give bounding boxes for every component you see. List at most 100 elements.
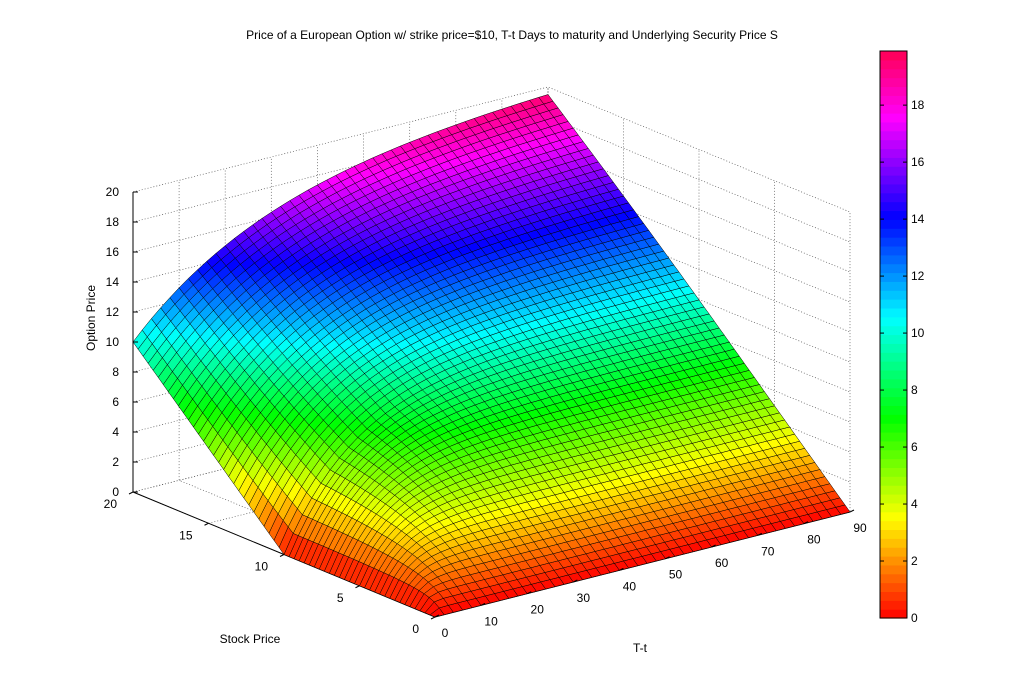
y-tick-mark (128, 491, 134, 495)
colorbar-tick-label: 4 (911, 497, 918, 511)
y-tick-label: 20 (104, 497, 118, 511)
z-grid-line (132, 86, 851, 213)
z-tick-label: 14 (106, 275, 120, 289)
colorbar-segment (880, 423, 907, 433)
colorbar-tick-label: 6 (911, 440, 918, 454)
colorbar-frame (879, 50, 908, 619)
colorbar-segment (880, 316, 907, 327)
colorbar-segment (880, 254, 907, 265)
z-grid-line (132, 176, 851, 303)
colorbar-segment (880, 166, 907, 176)
colorbar-tick-label: 0 (911, 611, 918, 625)
z-grid-line (132, 116, 851, 243)
colorbar-tick-label: 12 (911, 269, 925, 283)
colorbar-segment (880, 511, 907, 522)
x-tick-mark (434, 614, 440, 618)
x-tick-mark (711, 544, 716, 548)
x-tick-mark (757, 532, 763, 536)
colorbar-segment (880, 449, 907, 460)
colorbar-segment (880, 228, 907, 238)
colorbar-segment (880, 95, 907, 105)
x-tick-label: 10 (484, 614, 498, 628)
z-tick-label: 0 (112, 485, 119, 499)
colorbar-segment (880, 263, 907, 274)
colorbar-segment (880, 352, 907, 362)
colorbar-segment (880, 387, 907, 398)
colorbar-segment (880, 325, 907, 336)
colorbar-segment (880, 121, 907, 132)
colorbar-segment (880, 502, 907, 513)
y-tick-mark (279, 554, 285, 557)
x-tick-label: 20 (531, 603, 545, 617)
colorbar-segment (880, 440, 907, 451)
colorbar-segment (880, 378, 907, 389)
colorbar-segment (880, 157, 907, 167)
colorbar-segment (880, 281, 907, 291)
colorbar-tick-label: 18 (911, 98, 925, 112)
colorbar-segment (880, 130, 907, 141)
colorbar-segment (880, 609, 907, 619)
colorbar-tick-label: 8 (911, 383, 918, 397)
colorbar-segment (880, 538, 907, 548)
colorbar-segment (880, 139, 907, 150)
colorbar-tick-label: 2 (911, 554, 918, 568)
colorbar-segment (880, 431, 907, 442)
colorbar-segment (880, 272, 907, 282)
x-axis-label: T-t (633, 641, 648, 655)
colorbar-segment (880, 192, 907, 203)
colorbar-segment (880, 219, 907, 229)
colorbar-segment (880, 343, 907, 353)
colorbar-segment (880, 51, 907, 61)
colorbar: 0 2 4 6 8 10 12 14 16 18 (879, 50, 925, 625)
z-tick-label: 6 (112, 395, 119, 409)
y-tick-mark (355, 585, 360, 589)
colorbar-segment (880, 104, 907, 114)
colorbar-segment (880, 183, 907, 194)
colorbar-segment (880, 493, 907, 504)
colorbar-segment (880, 520, 907, 531)
colorbar-segment (880, 600, 907, 610)
colorbar-segment (880, 476, 907, 486)
colorbar-segment (880, 361, 907, 371)
surface (132, 94, 851, 618)
colorbar-segment (880, 59, 907, 70)
colorbar-segment (880, 564, 907, 575)
colorbar-segment (880, 369, 907, 380)
x-tick-mark (573, 579, 578, 583)
colorbar-segment (880, 458, 907, 468)
colorbar-segment (880, 307, 907, 318)
x-tick-label: 80 (807, 533, 821, 547)
colorbar-segment (880, 290, 907, 300)
colorbar-segment (880, 237, 907, 247)
z-tick-label: 4 (112, 425, 119, 439)
z-tick-label: 20 (106, 185, 120, 199)
colorbar-segment (880, 86, 907, 96)
x-tick-mark (526, 591, 532, 595)
colorbar-segment (880, 485, 907, 495)
x-tick-mark (803, 521, 809, 525)
colorbar-segment (880, 405, 907, 415)
colorbar-segment (880, 467, 907, 477)
z-tick-label: 10 (106, 335, 120, 349)
colorbar-segment (880, 299, 907, 309)
colorbar-segment (880, 547, 907, 557)
colorbar-segment (880, 77, 907, 88)
z-grid-line (132, 206, 851, 333)
z-grid-line (132, 266, 851, 393)
colorbar-segment (880, 591, 907, 601)
x-tick-label: 0 (442, 626, 449, 640)
y-tick-label: 10 (255, 560, 269, 574)
colorbar-segment (880, 201, 907, 212)
colorbar-segment (880, 414, 907, 424)
y-tick-mark (430, 616, 436, 620)
colorbar-segment (880, 113, 907, 123)
z-grid-line (132, 146, 851, 273)
x-tick-label: 60 (715, 556, 729, 570)
x-tick-label: 40 (623, 579, 637, 593)
tick-labels: 0102030405060708090051015200246810121416… (104, 185, 867, 640)
colorbar-segment (880, 175, 907, 185)
colorbar-segment (880, 582, 907, 593)
y-tick-mark (204, 522, 209, 526)
